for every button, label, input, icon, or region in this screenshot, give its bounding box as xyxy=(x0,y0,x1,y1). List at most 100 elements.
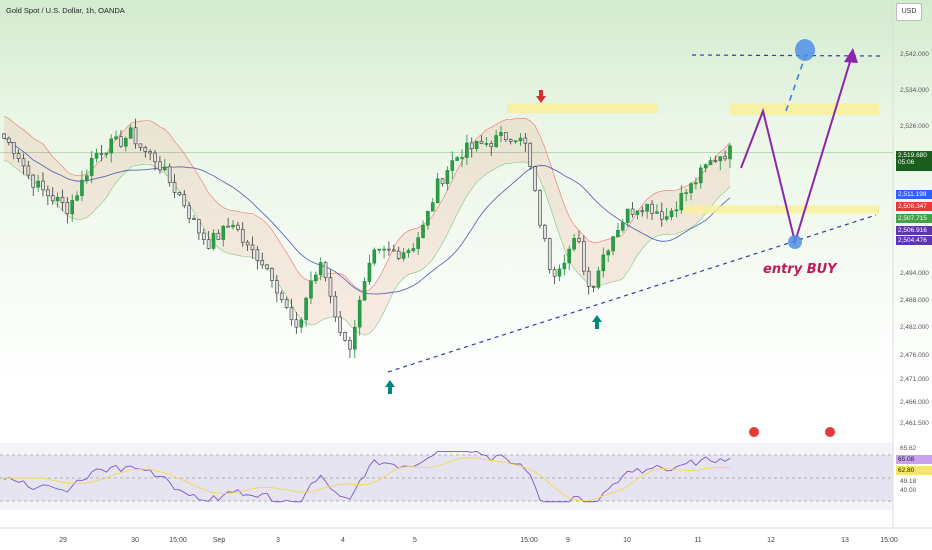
indicator-price-tag: 2,506.916 xyxy=(896,226,932,235)
cloud-upper-line xyxy=(3,116,731,292)
rsi-tick: 65.62 xyxy=(900,445,917,452)
currency-button[interactable]: USD xyxy=(896,3,922,21)
up-arrow-icon xyxy=(385,380,395,394)
candle-body xyxy=(55,196,60,202)
candle-body xyxy=(21,158,26,167)
rsi-line xyxy=(3,450,731,503)
time-tick: 15:00 xyxy=(880,537,898,544)
candle-body xyxy=(299,319,304,328)
candle-body xyxy=(513,140,518,143)
support-zone xyxy=(684,205,879,214)
candle-body xyxy=(265,264,269,269)
candle-body xyxy=(406,250,411,254)
candle-body xyxy=(289,307,294,321)
candle-body xyxy=(655,211,659,214)
price-tick: 2,466.000 xyxy=(900,399,929,406)
candle-body xyxy=(465,142,469,158)
candle-body xyxy=(192,217,196,220)
candle-body xyxy=(382,248,386,251)
candle-body xyxy=(596,270,601,288)
candle-body xyxy=(450,160,455,171)
time-tick: Sep xyxy=(212,537,226,544)
candle-body xyxy=(158,161,162,171)
candle-body xyxy=(260,260,265,266)
price-tick: 2,526.000 xyxy=(900,123,929,130)
price-tick: 2,476.000 xyxy=(900,352,929,359)
candle-body xyxy=(718,156,723,162)
up-arrow-icon xyxy=(592,315,602,329)
candle-body xyxy=(557,268,562,277)
price-tick: 2,488.000 xyxy=(900,297,929,304)
candle-body xyxy=(338,316,343,333)
candle-body xyxy=(357,299,362,328)
candle-body xyxy=(445,170,450,185)
time-tick: 15:00 xyxy=(169,537,187,544)
moving-average-line xyxy=(3,137,731,295)
candle-body xyxy=(440,178,445,185)
candle-body xyxy=(387,248,391,251)
candle-body xyxy=(36,180,40,188)
candle-body xyxy=(328,277,333,297)
candle-body xyxy=(250,244,255,251)
candle-body xyxy=(353,326,357,350)
cloud-area xyxy=(4,116,730,336)
candle-body xyxy=(240,229,245,243)
price-tick: 2,542.000 xyxy=(900,51,929,58)
candle-body xyxy=(411,248,416,251)
entry-buy-label: entry BUY xyxy=(763,262,837,277)
candle-body xyxy=(143,147,148,152)
time-tick: 9 xyxy=(566,537,570,544)
candle-body xyxy=(621,222,625,231)
candle-body xyxy=(201,232,206,240)
price-tick: 2,461.500 xyxy=(900,420,929,427)
candle-body xyxy=(430,202,435,212)
candle-body xyxy=(348,340,352,350)
candle-body xyxy=(679,193,684,211)
time-tick: 30 xyxy=(131,537,139,544)
candle-body xyxy=(114,136,118,140)
rsi-tick: 49.18 xyxy=(900,478,917,485)
candle-body xyxy=(401,252,406,259)
candle-body xyxy=(138,143,143,148)
candle-body xyxy=(284,299,289,308)
candle-body xyxy=(562,262,567,270)
projection-path xyxy=(740,51,854,246)
candle-body xyxy=(104,152,109,155)
candle-body xyxy=(396,250,401,259)
candle-body xyxy=(708,160,713,165)
candle-body xyxy=(674,209,679,212)
candle-body xyxy=(426,210,430,226)
candle-body xyxy=(167,166,172,184)
dashed-projection xyxy=(785,53,807,112)
candle-body xyxy=(177,192,182,196)
candle-body xyxy=(314,274,318,282)
candle-body xyxy=(133,127,138,145)
candle-body xyxy=(245,241,250,246)
candle-body xyxy=(80,179,84,196)
candle-body xyxy=(538,190,542,226)
candle-body xyxy=(586,270,591,287)
candle-body xyxy=(211,232,216,249)
candle-body xyxy=(231,224,235,228)
candle-body xyxy=(664,216,669,220)
time-tick: 12 xyxy=(767,537,775,544)
candle-body xyxy=(635,210,640,215)
candle-body xyxy=(99,153,104,155)
candle-body xyxy=(723,156,727,160)
candle-body xyxy=(460,157,464,159)
candle-body xyxy=(333,295,338,318)
candle-body xyxy=(469,142,474,149)
candle-body xyxy=(523,137,528,144)
candle-body xyxy=(187,205,191,219)
bar-countdown: 05:06 xyxy=(898,159,915,166)
candle-body xyxy=(499,132,503,136)
candle-body xyxy=(489,143,494,147)
last-price-value: 2,519.680 xyxy=(898,152,927,159)
event-flag-icon xyxy=(825,427,835,437)
time-tick: 15:00 xyxy=(520,537,538,544)
target-marker xyxy=(795,39,815,61)
time-tick: 3 xyxy=(276,537,280,544)
rsi-tick: 40.00 xyxy=(900,487,917,494)
candle-body xyxy=(75,195,79,201)
